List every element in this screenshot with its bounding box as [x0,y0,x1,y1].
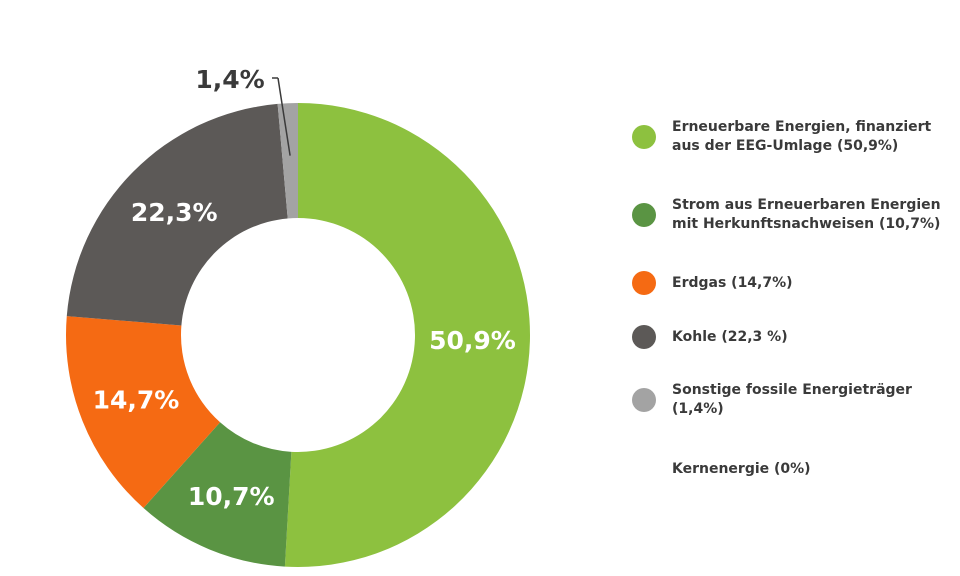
legend-item-erdgas: Erdgas (14,7%) [632,271,958,295]
slice-label-erdgas: 14,7% [93,386,180,415]
legend-swatch-kohle [632,325,656,349]
slice-label-eeg: 50,9% [429,326,516,355]
legend-item-herkunftsnachweise: Strom aus Erneuerbaren Energien mit Herk… [632,196,958,234]
slice-label-herkunftsnachweise: 10,7% [188,482,275,511]
legend-swatch-erdgas [632,271,656,295]
legend-swatch-sonstige [632,388,656,412]
legend-label-kernenergie: Kernenergie (0%) [672,460,811,477]
slice-eeg [284,103,531,567]
legend-label-herkunftsnachweise: Strom aus Erneuerbaren Energien mit Herk… [672,197,941,232]
slice-erdgas [65,316,221,509]
slice-kohle [66,103,288,326]
legend-label-eeg: Erneuerbare Energien, finanziert aus der… [672,119,932,154]
legend-label-erdgas: Erdgas (14,7%) [672,274,793,291]
legend-swatch-eeg [632,125,656,149]
slice-label-sonstige: 1,4% [195,65,264,94]
legend-item-sonstige: Sonstige fossile Energieträger (1,4%) [632,381,958,419]
slice-labels: 50,9% 10,7% 14,7% 22,3% 1,4% [93,65,516,511]
slice-sonstige [277,103,298,219]
legend-item-kernenergie: Kernenergie (0%) [632,457,958,481]
legend-label-kohle: Kohle (22,3 %) [672,328,788,345]
slice-herkunftsnachweise [143,422,292,567]
legend-swatch-kernenergie [632,457,656,481]
leader-line-1-4 [277,77,291,156]
legend-label-sonstige: Sonstige fossile Energieträger (1,4%) [672,382,912,417]
legend-swatch-herkunftsnachweise [632,203,656,227]
donut-slices [65,103,531,567]
donut-chart: 50,9% 10,7% 14,7% 22,3% 1,4% [65,65,531,567]
legend-item-kohle: Kohle (22,3 %) [632,325,958,349]
legend-item-eeg: Erneuerbare Energien, finanziert aus der… [632,118,958,156]
slice-label-kohle: 22,3% [131,198,218,227]
